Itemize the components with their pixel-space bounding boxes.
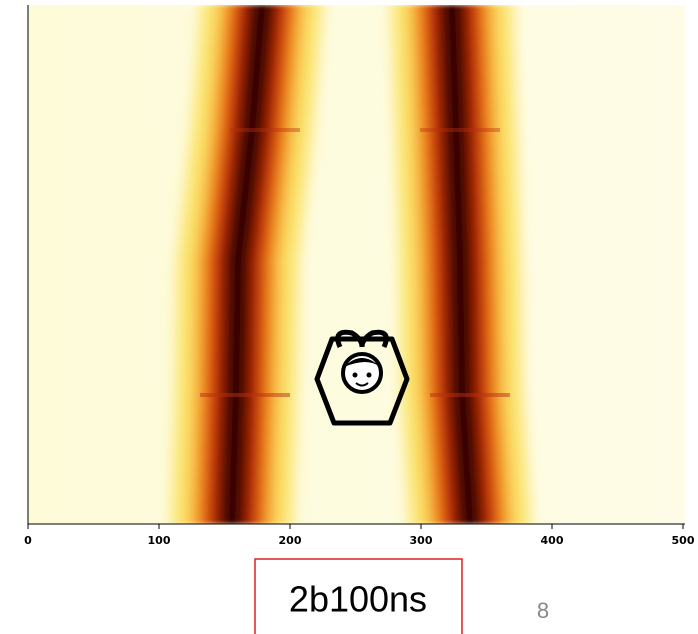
x-axis: 0 100 200 300 400 500	[24, 524, 695, 547]
heatmap-image	[28, 5, 685, 524]
x-tick-label: 400	[541, 534, 564, 547]
x-tick-label: 100	[148, 534, 171, 547]
slide: 0 100 200 300 400 500 2b100ns 8	[0, 0, 698, 634]
caption: 2b100ns	[289, 579, 427, 620]
x-tick-label: 0	[24, 534, 32, 547]
x-tick-label: 500	[672, 534, 695, 547]
x-tick-label: 200	[279, 534, 302, 547]
page: 0100200300400500 2b100ns 8 (() => { cons…	[0, 0, 698, 634]
page-number: 8	[537, 598, 549, 623]
x-tick-label: 300	[410, 534, 433, 547]
